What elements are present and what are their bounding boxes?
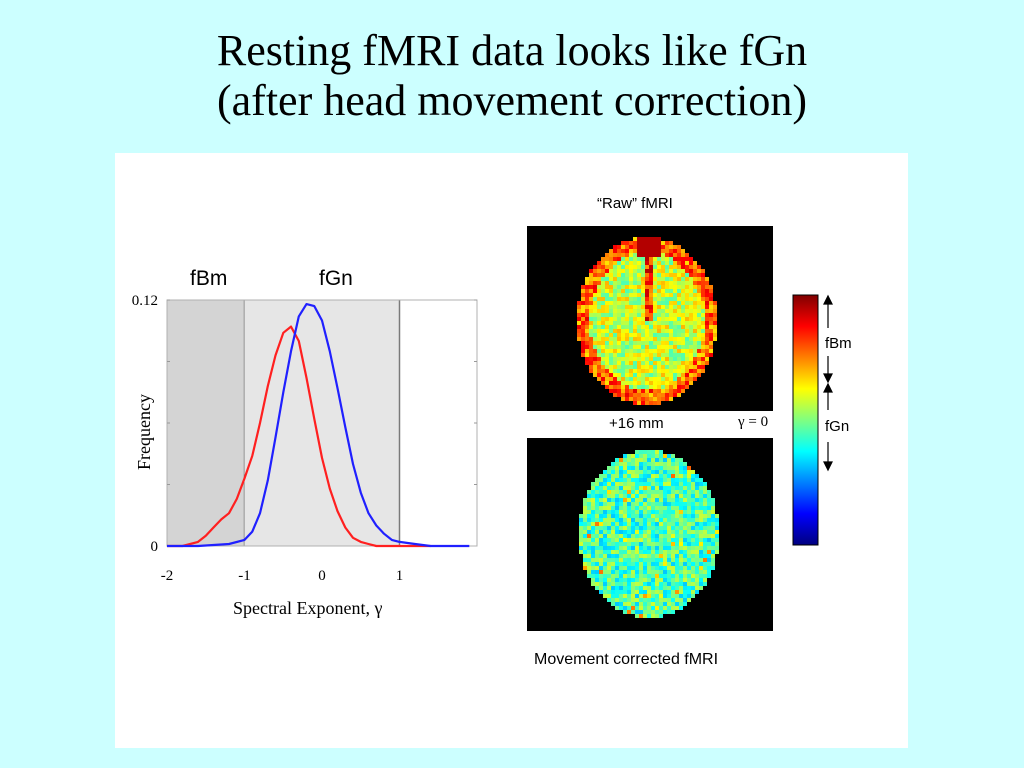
title-line-1: Resting fMRI data looks like fGn — [216, 26, 808, 75]
series-line-1 — [167, 303, 470, 548]
fbm-region-label: fBm — [190, 267, 228, 290]
region-fbm — [167, 300, 245, 546]
slide-title: Resting fMRI data looks like fGn (after … — [0, 26, 1024, 126]
colorbar-arrows — [823, 294, 833, 472]
corrected-fmri-title: Movement corrected fMRI — [534, 651, 719, 668]
colorbar-gradient — [792, 294, 819, 546]
x-tick-label: 1 — [396, 568, 404, 584]
y-tick-label: 0.12 — [132, 293, 158, 309]
y-tick-label: 0 — [151, 539, 159, 555]
colorbar — [792, 294, 833, 546]
colorbar-fbm-label: fBm — [825, 335, 852, 352]
fgn-region-label: fGn — [319, 267, 353, 290]
x-axis-label: Spectral Exponent, γ — [233, 598, 383, 618]
title-line-2: (after head movement correction) — [216, 76, 808, 125]
raw-fmri-image — [527, 226, 773, 411]
series-line-0 — [167, 325, 431, 548]
x-tick-label: -1 — [238, 568, 251, 584]
region-fgn — [244, 300, 400, 546]
corrected-fmri-image — [527, 438, 773, 631]
colorbar-fgn-label: fGn — [825, 418, 850, 435]
x-tick-label: -2 — [161, 568, 174, 584]
offset-label: +16 mm — [609, 415, 664, 432]
y-axis-label: Frequency — [134, 394, 154, 470]
x-tick-label: 0 — [318, 568, 326, 584]
raw-fmri-title: “Raw” fMRI — [597, 195, 673, 212]
gamma-label: γ = 0 — [738, 414, 769, 430]
